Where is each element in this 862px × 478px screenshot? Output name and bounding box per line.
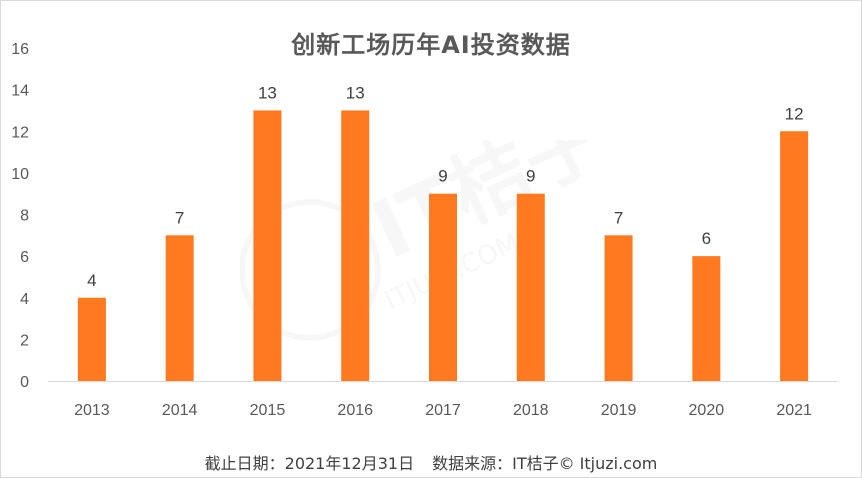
bar-2013 bbox=[77, 297, 106, 381]
footer-note: 截止日期：2021年12月31日 数据来源：IT桔子© Itjuzi.com bbox=[0, 450, 862, 474]
data-label-2015: 13 bbox=[258, 83, 277, 102]
x-tick-label-2017: 2017 bbox=[425, 402, 461, 419]
data-label-2018: 9 bbox=[526, 167, 535, 186]
data-label-2016: 13 bbox=[346, 83, 365, 102]
bar-2021 bbox=[780, 131, 809, 381]
footer-date-note: 截止日期：2021年12月31日 bbox=[204, 454, 415, 473]
data-labels: 4 7 13 13 9 9 7 6 12 bbox=[87, 83, 803, 289]
x-tick-label-2019: 2019 bbox=[601, 402, 637, 419]
bar-2018 bbox=[516, 193, 545, 381]
y-tick-label: 12 bbox=[11, 124, 29, 141]
footer-source-note: 数据来源：IT桔子© Itjuzi.com bbox=[432, 454, 658, 473]
bar-2016 bbox=[341, 110, 370, 381]
y-tick-label: 8 bbox=[20, 208, 29, 225]
x-tick-label-2020: 2020 bbox=[689, 402, 725, 419]
chart-title: 创新工场历年AI投资数据 bbox=[291, 31, 571, 59]
x-tick-label-2018: 2018 bbox=[513, 402, 549, 419]
x-tick-label-2015: 2015 bbox=[250, 402, 286, 419]
data-label-2017: 9 bbox=[438, 167, 447, 186]
y-axis: 0 2 4 6 8 10 12 14 16 bbox=[11, 41, 29, 391]
y-tick-label: 2 bbox=[20, 332, 29, 349]
bar-2017 bbox=[429, 193, 457, 381]
data-label-2019: 7 bbox=[614, 208, 623, 227]
bar-2015 bbox=[253, 110, 282, 381]
data-label-2014: 7 bbox=[175, 208, 184, 227]
y-tick-label: 0 bbox=[20, 374, 29, 391]
x-tick-label-2021: 2021 bbox=[776, 402, 812, 419]
x-axis: 2013 2014 2015 2016 2017 2018 2019 2020 2021 bbox=[48, 381, 838, 419]
y-tick-label: 16 bbox=[11, 41, 29, 58]
bar-2020 bbox=[692, 256, 721, 381]
data-label-2013: 4 bbox=[87, 271, 96, 290]
y-tick-label: 10 bbox=[11, 166, 29, 183]
x-tick-label-2014: 2014 bbox=[162, 402, 198, 419]
y-tick-label: 6 bbox=[20, 249, 29, 266]
y-tick-label: 14 bbox=[11, 83, 29, 100]
bars bbox=[77, 110, 809, 381]
y-tick-label: 4 bbox=[20, 291, 29, 308]
data-label-2020: 6 bbox=[702, 229, 711, 248]
x-tick-label-2016: 2016 bbox=[337, 402, 373, 419]
bar-2019 bbox=[604, 235, 633, 381]
x-tick-label-2013: 2013 bbox=[74, 402, 110, 419]
bar-2014 bbox=[165, 235, 194, 381]
data-label-2021: 12 bbox=[785, 104, 804, 123]
